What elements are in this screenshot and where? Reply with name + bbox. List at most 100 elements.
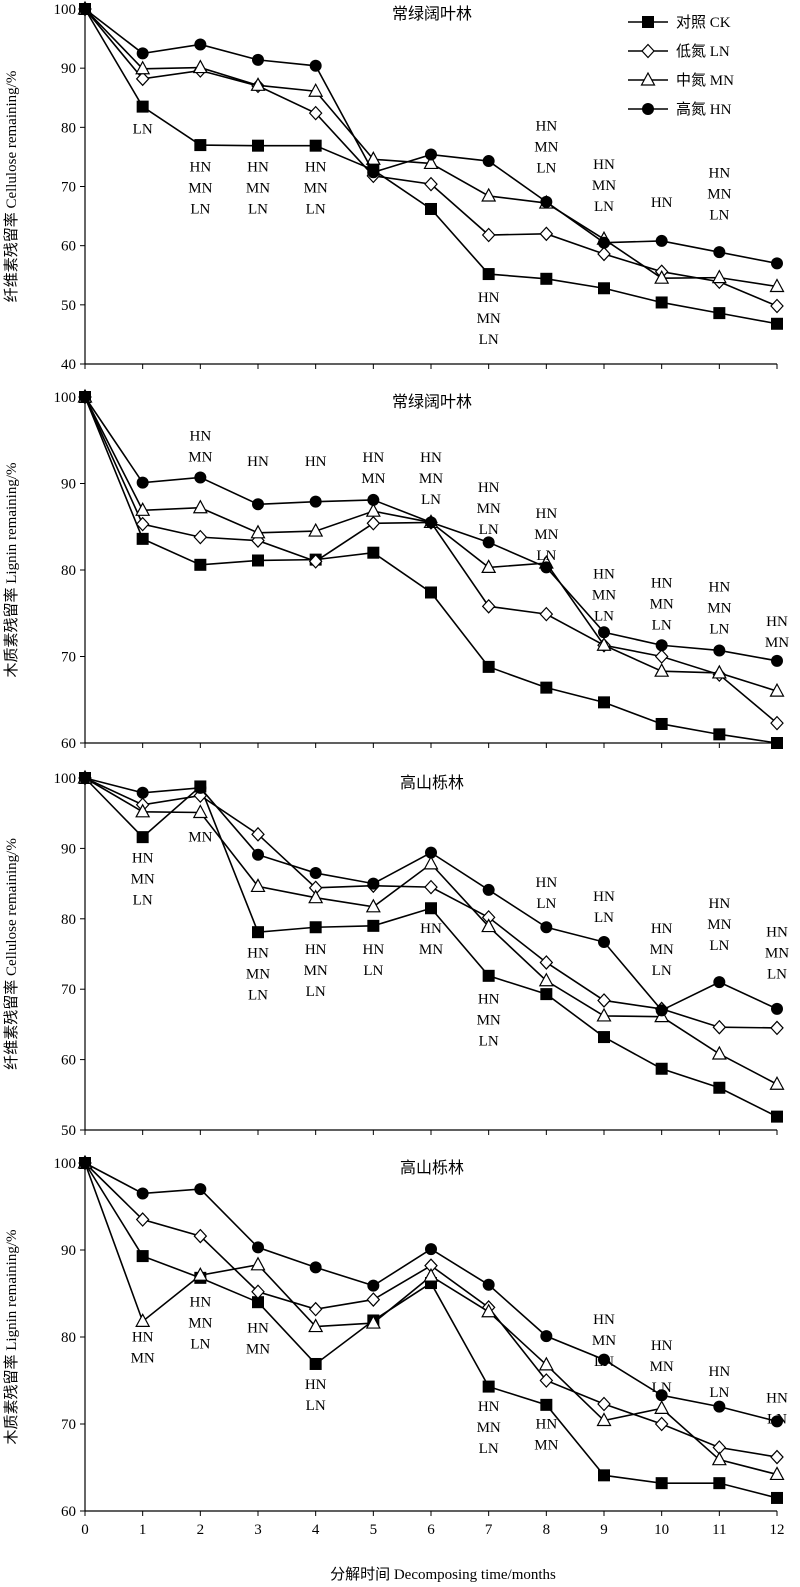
significance-label: HN bbox=[420, 450, 442, 466]
data-point bbox=[540, 1398, 553, 1411]
significance-label: LN bbox=[479, 332, 499, 348]
significance-label: HN bbox=[535, 875, 557, 891]
series-circle-filled bbox=[79, 772, 783, 1017]
data-point bbox=[309, 1357, 322, 1370]
data-point bbox=[655, 1389, 668, 1402]
data-point bbox=[540, 272, 553, 285]
data-point bbox=[308, 82, 324, 97]
data-point bbox=[424, 879, 438, 895]
significance-label: MN bbox=[419, 471, 443, 487]
legend-entry: 低氮 LN bbox=[628, 43, 730, 60]
data-point bbox=[540, 988, 553, 1001]
data-point bbox=[79, 3, 91, 15]
significance-label: HN bbox=[189, 1295, 211, 1311]
data-point bbox=[365, 502, 381, 517]
data-point bbox=[769, 1466, 785, 1481]
x-tick-label: 12 bbox=[770, 1522, 785, 1538]
significance-label: LN bbox=[306, 1398, 326, 1414]
data-point bbox=[308, 1301, 323, 1317]
data-point bbox=[308, 105, 323, 121]
significance-label: LN bbox=[709, 622, 729, 638]
series-line bbox=[84, 1162, 778, 1423]
significance-label: HN bbox=[132, 850, 154, 866]
significance-label: HN bbox=[593, 1312, 615, 1328]
data-point bbox=[598, 936, 610, 949]
significance-label: LN bbox=[594, 199, 614, 215]
significance-label: MN bbox=[534, 139, 558, 155]
significance-label: HN bbox=[420, 921, 442, 937]
data-point bbox=[482, 155, 495, 168]
data-point bbox=[425, 1243, 437, 1256]
data-point bbox=[481, 559, 497, 574]
data-point bbox=[136, 532, 149, 545]
data-point bbox=[771, 654, 783, 667]
legend-label: 高氮 HN bbox=[676, 101, 732, 118]
data-point bbox=[308, 889, 324, 904]
data-point bbox=[481, 227, 496, 243]
data-point bbox=[135, 1313, 151, 1327]
data-point bbox=[136, 476, 149, 489]
legend-label: 低氮 LN bbox=[676, 43, 730, 60]
y-tick-label: 100 bbox=[54, 1156, 77, 1172]
legend-label: 中氮 MN bbox=[676, 72, 734, 89]
data-point bbox=[771, 317, 783, 330]
significance-label: HN bbox=[651, 195, 673, 211]
series-triangle-open bbox=[77, 769, 785, 1090]
series-line bbox=[84, 8, 778, 288]
data-point bbox=[770, 1020, 784, 1036]
data-point bbox=[598, 1353, 610, 1366]
data-point bbox=[366, 515, 381, 531]
data-point bbox=[367, 1279, 380, 1292]
data-point bbox=[482, 660, 495, 673]
significance-label: MN bbox=[707, 917, 731, 933]
significance-label: LN bbox=[709, 938, 729, 954]
data-point bbox=[251, 826, 265, 842]
data-point bbox=[654, 269, 670, 284]
data-point bbox=[423, 1267, 439, 1282]
significance-label: HN bbox=[651, 1338, 673, 1354]
significance-label: MN bbox=[304, 963, 328, 979]
x-tick-label: 5 bbox=[370, 1522, 378, 1538]
significance-label: MN bbox=[650, 942, 674, 958]
data-point bbox=[194, 1183, 207, 1196]
significance-label: LN bbox=[479, 522, 499, 538]
data-point bbox=[712, 1019, 727, 1035]
data-point bbox=[482, 1380, 495, 1393]
x-tick-label: 9 bbox=[600, 1522, 608, 1538]
significance-label: LN bbox=[306, 202, 326, 218]
significance-label: LN bbox=[652, 617, 672, 633]
panel-title: 高山栎林 bbox=[400, 1159, 464, 1177]
data-point bbox=[655, 639, 668, 652]
y-tick-label: 50 bbox=[61, 298, 76, 314]
significance-label: MN bbox=[419, 942, 443, 958]
data-point bbox=[308, 553, 323, 569]
significance-label: MN bbox=[707, 601, 731, 617]
data-point bbox=[309, 921, 322, 934]
y-axis-label: 木质素残留率 Lignin remaining/% bbox=[3, 1230, 20, 1445]
x-tick-label: 0 bbox=[81, 1522, 89, 1538]
legend-entry: 中氮 MN bbox=[628, 71, 734, 89]
data-point bbox=[596, 1412, 612, 1427]
data-point bbox=[713, 976, 726, 989]
data-point bbox=[598, 282, 610, 295]
x-tick-label: 7 bbox=[485, 1522, 493, 1538]
series-triangle-open bbox=[77, 1154, 785, 1481]
significance-label: HN bbox=[189, 428, 211, 444]
significance-label: LN bbox=[190, 1337, 210, 1353]
significance-label: HN bbox=[593, 889, 615, 905]
data-point bbox=[771, 737, 783, 749]
x-tick-label: 10 bbox=[654, 1522, 669, 1538]
y-tick-label: 90 bbox=[61, 477, 76, 493]
data-point bbox=[596, 1007, 612, 1022]
data-point bbox=[538, 1356, 554, 1371]
data-point bbox=[309, 867, 322, 880]
data-point bbox=[367, 919, 380, 932]
data-point bbox=[424, 176, 438, 192]
significance-label: HN bbox=[708, 166, 730, 182]
data-point bbox=[540, 681, 553, 694]
series-diamond-open bbox=[78, 389, 784, 731]
data-point bbox=[194, 558, 207, 571]
data-point bbox=[540, 195, 553, 208]
data-point bbox=[481, 598, 496, 614]
